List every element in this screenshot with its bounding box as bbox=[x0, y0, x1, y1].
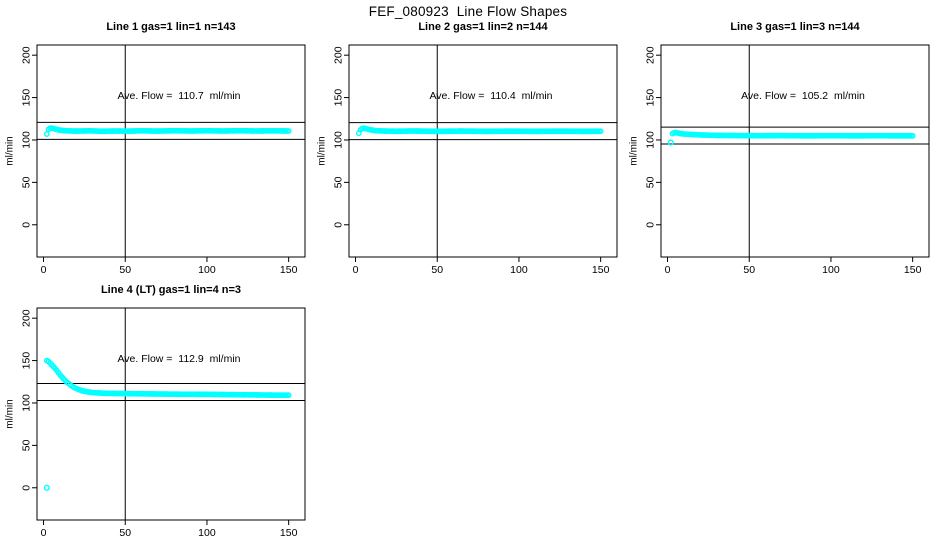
data-point bbox=[285, 392, 292, 399]
y-axis-label: ml/min bbox=[317, 136, 328, 165]
x-tick-label: 100 bbox=[510, 264, 528, 276]
y-tick-label: 100 bbox=[333, 131, 345, 149]
outlier-point bbox=[43, 484, 50, 491]
panel-line-2: 0 50 100 150 0 50 100 150 200 ml/min Line 2 gas=1… bbox=[312, 15, 624, 277]
y-axis-label: ml/min bbox=[5, 136, 16, 165]
y-tick-label: 200 bbox=[21, 46, 33, 64]
plot-line-3: 0 50 100 150 0 50 100 150 200 ml/min bbox=[629, 44, 930, 276]
y-tick-label: 150 bbox=[645, 89, 657, 107]
plot-line-2: 0 50 100 150 0 50 100 150 200 ml/min bbox=[317, 44, 618, 276]
x-tick-label: 0 bbox=[41, 527, 47, 539]
y-tick-label: 0 bbox=[21, 485, 33, 491]
x-tick-label: 50 bbox=[743, 264, 755, 276]
panel-title: Line 2 gas=1 lin=2 n=144 bbox=[418, 21, 548, 33]
y-tick-label: 150 bbox=[333, 89, 345, 107]
page-title: FEF_080923 Line Flow Shapes bbox=[368, 4, 568, 19]
x-tick-label: 100 bbox=[198, 527, 216, 539]
panel-line-3: 0 50 100 150 0 50 100 150 200 ml/min Line 3 gas=1… bbox=[624, 15, 936, 277]
x-tick-label: 0 bbox=[41, 264, 47, 276]
y-tick-label: 150 bbox=[21, 352, 33, 370]
y-axis-label: ml/min bbox=[5, 399, 16, 428]
x-tick-label: 0 bbox=[353, 264, 359, 276]
y-tick-label: 200 bbox=[333, 46, 345, 64]
x-tick-label: 150 bbox=[280, 264, 298, 276]
panel-title: Line 4 (LT) gas=1 lin=4 n=3 bbox=[100, 284, 242, 296]
data-point bbox=[909, 132, 916, 139]
data-point bbox=[285, 128, 292, 134]
plot-box bbox=[36, 44, 306, 258]
y-tick-label: 0 bbox=[645, 222, 657, 228]
y-tick-label: 50 bbox=[645, 176, 657, 188]
y-tick-label: 200 bbox=[645, 46, 657, 64]
outlier-point bbox=[667, 139, 674, 146]
y-axis-label: ml/min bbox=[629, 136, 640, 165]
x-tick-label: 100 bbox=[822, 264, 840, 276]
ave-flow-annotation: Ave. Flow = 112.9 ml/min bbox=[117, 353, 241, 365]
panel-line-4: 0 50 100 150 0 50 100 150 200 ml/min Line 4 (LT) … bbox=[0, 278, 312, 540]
x-tick-label: 150 bbox=[592, 264, 610, 276]
x-tick-label: 150 bbox=[904, 264, 922, 276]
y-tick-label: 100 bbox=[645, 131, 657, 149]
panel-line-1: 0 50 100 150 0 50 100 150 200 ml/min Line 1 gas=1… bbox=[0, 15, 312, 277]
ave-flow-annotation: Ave. Flow = 110.4 ml/min bbox=[429, 90, 553, 102]
x-tick-label: 50 bbox=[119, 527, 131, 539]
y-tick-label: 0 bbox=[333, 222, 345, 228]
data-point bbox=[597, 128, 604, 135]
x-tick-label: 150 bbox=[280, 527, 298, 539]
data-point bbox=[43, 131, 50, 137]
y-tick-label: 100 bbox=[21, 394, 33, 412]
x-tick-label: 100 bbox=[198, 264, 216, 276]
y-tick-label: 200 bbox=[21, 309, 33, 327]
x-tick-label: 0 bbox=[665, 264, 671, 276]
plot-line-4: 0 50 100 150 0 50 100 150 200 ml/min bbox=[5, 307, 306, 539]
plot-box bbox=[660, 44, 930, 258]
x-tick-label: 50 bbox=[119, 264, 131, 276]
y-tick-label: 50 bbox=[21, 439, 33, 451]
ave-flow-annotation: Ave. Flow = 110.7 ml/min bbox=[117, 90, 241, 102]
panel-title: Line 3 gas=1 lin=3 n=144 bbox=[730, 21, 860, 33]
y-tick-label: 150 bbox=[21, 89, 33, 107]
y-tick-label: 0 bbox=[21, 222, 33, 228]
panel-title: Line 1 gas=1 lin=1 n=143 bbox=[106, 21, 236, 33]
plot-line-1: 0 50 100 150 0 50 100 150 200 ml/min bbox=[5, 44, 306, 276]
x-tick-label: 50 bbox=[431, 264, 443, 276]
y-tick-label: 100 bbox=[21, 131, 33, 149]
y-tick-label: 50 bbox=[21, 176, 33, 188]
plot-box bbox=[348, 44, 618, 258]
ave-flow-annotation: Ave. Flow = 105.2 ml/min bbox=[741, 90, 865, 102]
plot-box bbox=[36, 307, 306, 521]
y-tick-label: 50 bbox=[333, 176, 345, 188]
